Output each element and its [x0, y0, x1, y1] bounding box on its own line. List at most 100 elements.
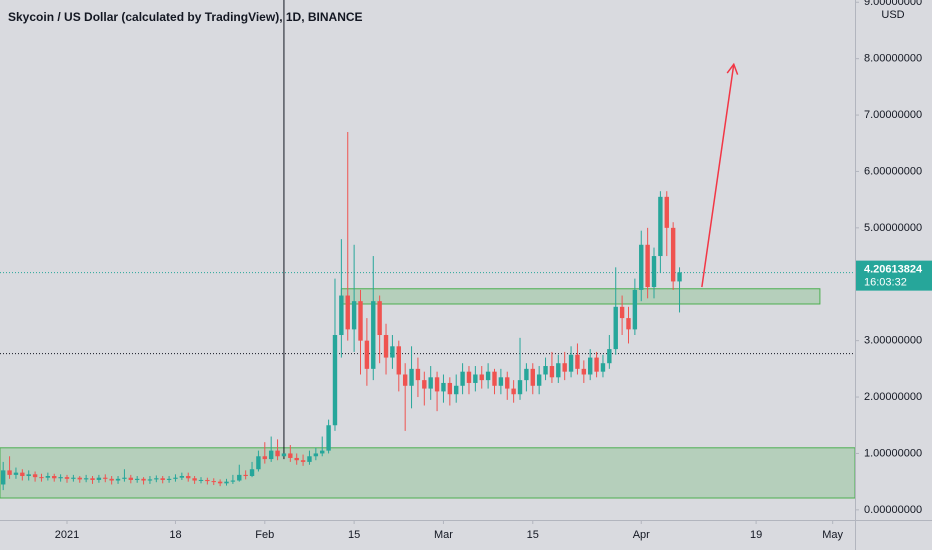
x-tick-label: 15 — [527, 529, 539, 541]
candle-body — [639, 244, 644, 290]
candle-body — [575, 354, 580, 369]
candle-body — [256, 456, 261, 470]
candle-body — [339, 295, 344, 336]
x-tick-label: 15 — [348, 529, 360, 541]
candle-body — [396, 346, 401, 375]
candle-body — [422, 380, 427, 389]
candle-body — [402, 374, 408, 386]
candle-body — [83, 478, 89, 480]
axes: 0.00000000 1.00000000 2.00000000 3.00000000… — [55, 0, 932, 541]
y-tick-label: 6.00000000 — [864, 165, 922, 177]
candle-body — [415, 368, 421, 381]
x-tick-label: Feb — [255, 529, 274, 541]
candle-body — [556, 363, 561, 378]
candle-body — [492, 371, 497, 386]
candle-body — [243, 474, 248, 477]
candle-body — [45, 476, 51, 478]
candle-body — [677, 272, 682, 282]
candle-body — [262, 456, 267, 460]
candle-body — [26, 474, 31, 477]
candle-body — [147, 479, 153, 481]
arrow-head — [726, 62, 739, 75]
candle-body — [351, 301, 357, 330]
y-tick-label: 8.00000000 — [864, 53, 922, 65]
candle-body — [479, 374, 484, 381]
candle-body — [498, 377, 504, 386]
candle-body — [562, 363, 567, 372]
last-price-label: 4.20613824 — [864, 264, 923, 276]
candle-body — [281, 453, 287, 457]
candle-body — [434, 377, 440, 392]
candle-body — [332, 335, 338, 426]
candle-body — [607, 349, 612, 364]
candle-body — [626, 318, 631, 330]
candle-body — [613, 306, 618, 350]
candle-body — [268, 450, 274, 460]
candle-body — [313, 453, 319, 457]
candle-body — [71, 477, 76, 479]
candle-body — [192, 478, 197, 481]
y-tick-label: 3.00000000 — [864, 335, 922, 347]
candle-body — [160, 478, 165, 480]
candle-body — [390, 346, 395, 358]
candle-body — [166, 478, 172, 480]
candle-body — [224, 481, 229, 484]
candle-body — [122, 477, 127, 479]
candle-body — [90, 478, 95, 480]
candle-body — [154, 478, 159, 480]
candle-body — [505, 377, 510, 389]
candle-body — [103, 477, 108, 479]
candle-body — [594, 357, 599, 372]
candle-body — [377, 301, 382, 336]
plot-area — [0, 0, 855, 499]
candle-body — [96, 477, 102, 480]
candle-body — [409, 368, 414, 386]
candle-body — [294, 457, 299, 461]
candle-body — [198, 479, 204, 481]
candle-body — [58, 477, 63, 479]
candle-body — [275, 450, 280, 457]
candle-body — [447, 382, 453, 395]
candle-body — [230, 480, 236, 482]
candle-body — [651, 256, 657, 288]
x-tick-label: 2021 — [55, 529, 79, 541]
countdown-label: 16:03:32 — [864, 277, 907, 289]
candle-body — [549, 366, 555, 378]
y-tick-label: 9.00000000 — [864, 0, 922, 8]
candle-body — [530, 368, 535, 386]
y-tick-label: 7.00000000 — [864, 109, 922, 121]
candle-body — [364, 340, 370, 369]
candle-body — [345, 295, 350, 330]
y-tick-label: 1.00000000 — [864, 447, 922, 459]
candle-body — [64, 477, 70, 479]
candle-body — [645, 244, 650, 288]
candle-body — [600, 363, 606, 372]
x-tick-label: 18 — [169, 529, 181, 541]
candle-body — [205, 479, 210, 482]
candle-body — [115, 478, 121, 481]
candle-body — [383, 335, 389, 358]
y-tick-label: 0.00000000 — [864, 504, 922, 516]
candle-body — [109, 478, 114, 481]
candle-body — [326, 425, 331, 451]
candle-body — [485, 371, 491, 381]
candle-body — [581, 368, 587, 375]
candle-body — [466, 371, 472, 383]
candle-body — [20, 472, 25, 477]
candle-body — [543, 366, 548, 375]
candle-body — [670, 227, 676, 282]
candle-body — [0, 470, 6, 485]
candle-body — [141, 478, 146, 481]
x-tick-label: May — [822, 529, 843, 541]
candle-body — [358, 301, 363, 341]
candle-body — [52, 476, 57, 479]
candle-body — [249, 469, 255, 477]
candle-body — [39, 477, 44, 479]
candle-body — [211, 481, 216, 483]
candle-body — [217, 481, 223, 484]
candle-body — [511, 388, 516, 395]
candle-body — [288, 453, 293, 458]
y-unit-label: USD — [881, 9, 904, 21]
